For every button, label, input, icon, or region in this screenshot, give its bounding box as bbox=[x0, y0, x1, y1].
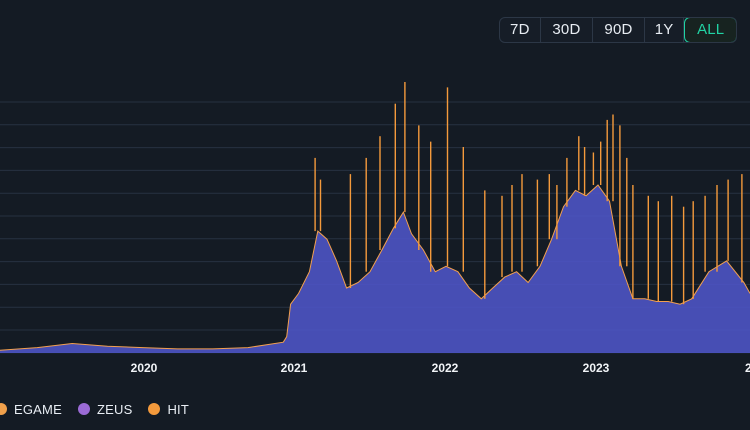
x-tick-label-2021: 2021 bbox=[281, 361, 308, 375]
chart-legend: EGAME ZEUS HIT bbox=[0, 398, 240, 420]
x-tick-label-2024: 2024 bbox=[745, 361, 750, 375]
range-all-button[interactable]: ALL bbox=[684, 18, 736, 42]
range-selector: 7D 30D 90D 1Y ALL bbox=[499, 17, 737, 43]
legend-item-hit[interactable]: HIT bbox=[148, 402, 189, 417]
range-1y-button[interactable]: 1Y bbox=[645, 18, 685, 42]
legend-dot-zeus bbox=[77, 403, 90, 415]
legend-item-egame[interactable]: EGAME bbox=[0, 402, 62, 417]
x-tick-label-2022: 2022 bbox=[432, 361, 459, 375]
legend-label-hit: HIT bbox=[167, 401, 189, 417]
legend-label-egame: EGAME bbox=[14, 401, 62, 417]
x-tick-label-2020: 2020 bbox=[131, 361, 158, 375]
legend-dot-hit bbox=[148, 403, 161, 415]
x-tick-label-2023: 2023 bbox=[583, 361, 610, 375]
range-90d-button[interactable]: 90D bbox=[593, 18, 645, 42]
series-area-zeus bbox=[0, 185, 750, 353]
legend-dot-egame bbox=[0, 403, 7, 415]
legend-label-zeus: ZEUS bbox=[96, 401, 133, 417]
range-30d-button[interactable]: 30D bbox=[541, 18, 594, 42]
range-7d-button[interactable]: 7D bbox=[500, 18, 541, 42]
legend-item-zeus[interactable]: ZEUS bbox=[77, 401, 133, 417]
series-line-zeus-top bbox=[0, 184, 750, 351]
